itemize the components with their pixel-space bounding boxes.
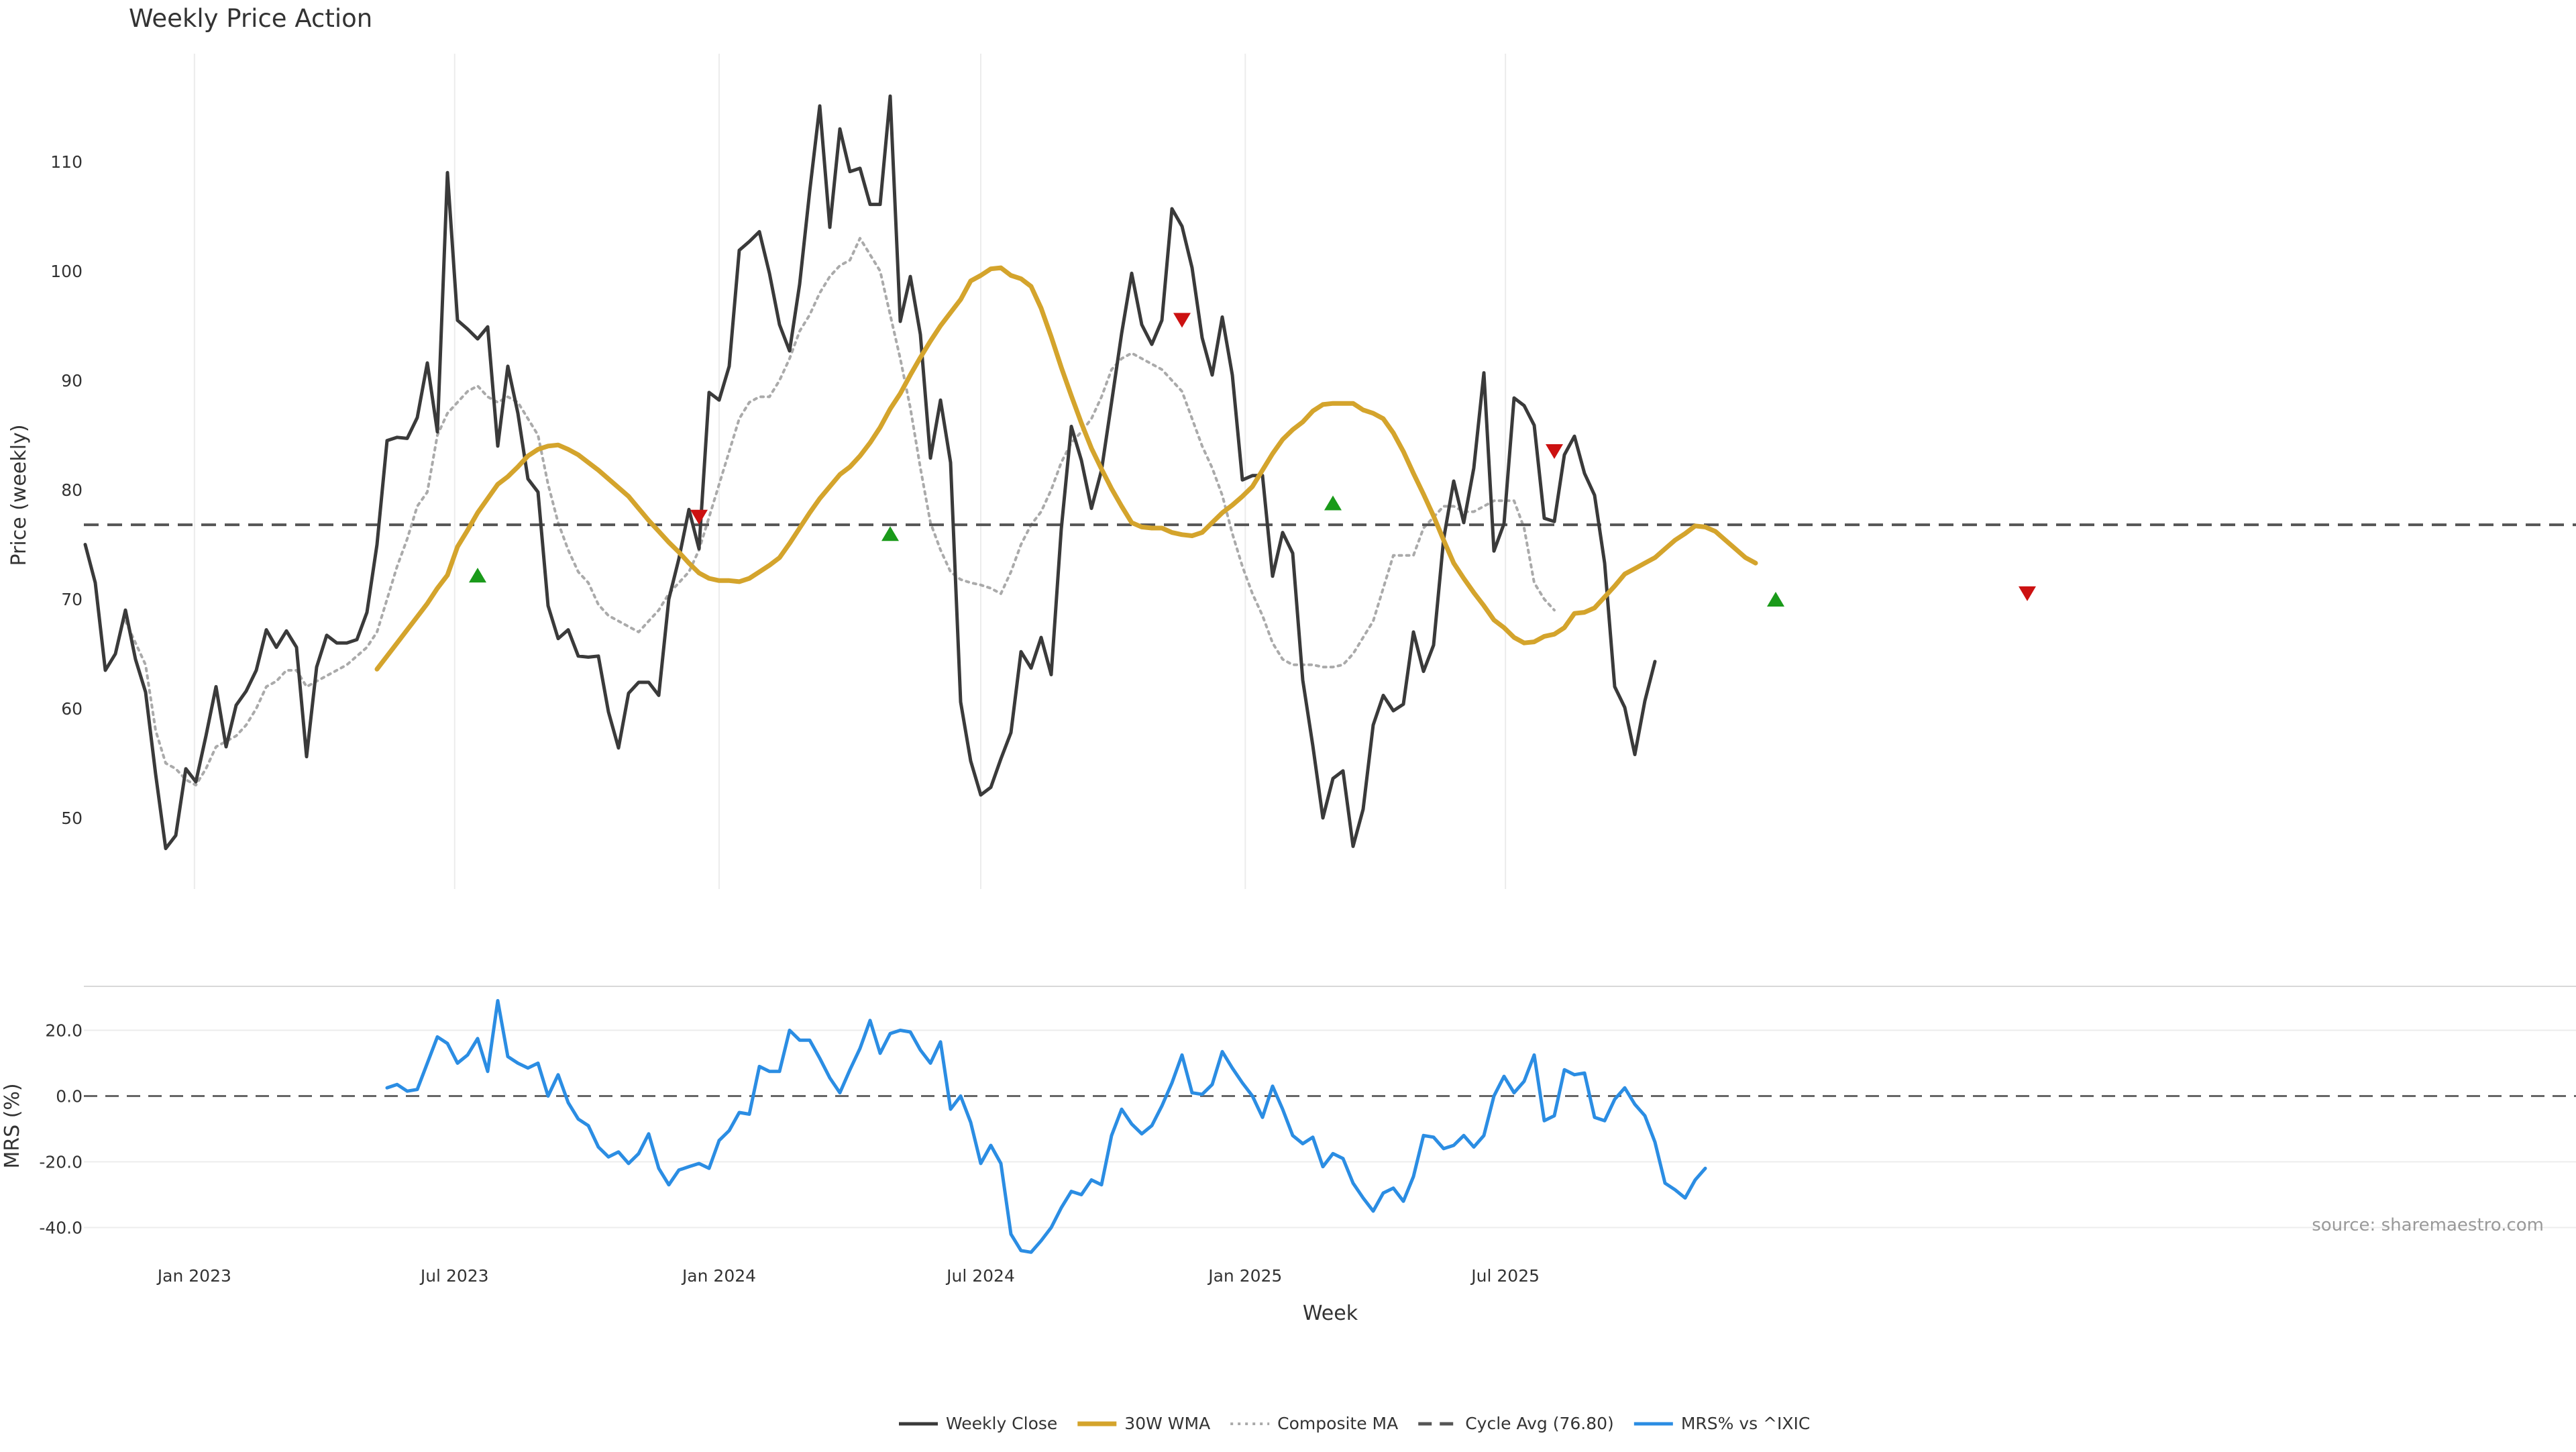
price-y-tick-label: 50 xyxy=(61,809,83,828)
series-weekly-close xyxy=(83,94,1657,851)
price-y-tick-label: 90 xyxy=(61,371,83,391)
mrs-y-axis-title: MRS (%) xyxy=(1,1083,24,1168)
legend: Weekly Close 30W WMA Composite MA Cycle Avg… xyxy=(899,1414,1810,1433)
price-y-tick-label: 80 xyxy=(61,480,83,500)
mrs-y-tick-label: -40.0 xyxy=(39,1218,83,1238)
series-30w-wma xyxy=(374,265,1758,672)
source-note: source: sharemaestro.com xyxy=(2312,1215,2544,1235)
legend-label: MRS% vs ^IXIC xyxy=(1681,1414,1811,1433)
sell-signal-marker xyxy=(1546,444,1563,459)
mrs-series xyxy=(385,998,1707,1254)
legend-label: Weekly Close xyxy=(946,1414,1057,1433)
x-tick-label: Jan 2024 xyxy=(681,1266,756,1286)
legend-label: Composite MA xyxy=(1277,1414,1398,1433)
legend-label: 30W WMA xyxy=(1124,1414,1210,1433)
x-tick-label: Jul 2024 xyxy=(945,1266,1015,1286)
x-tick-label: Jan 2025 xyxy=(1207,1266,1282,1286)
mrs-grid xyxy=(84,986,2576,1229)
buy-signal-marker xyxy=(1767,592,1784,607)
sell-signal-marker xyxy=(1173,313,1191,328)
x-axis: Jan 2023 Jul 2023 Jan 2024 Jul 2024 Jan 2025… xyxy=(156,1266,1540,1286)
series-composite-ma xyxy=(124,237,1556,787)
price-y-tick-label: 110 xyxy=(50,152,83,172)
chart-title: Weekly Price Action xyxy=(129,4,372,33)
price-series xyxy=(83,94,2576,851)
series-mrs xyxy=(385,998,1707,1254)
legend-label: Cycle Avg (76.80) xyxy=(1465,1414,1614,1433)
x-tick-label: Jan 2023 xyxy=(156,1266,231,1286)
price-y-axis: 50 60 70 80 90 100 110 xyxy=(50,152,83,828)
x-tick-label: Jul 2023 xyxy=(419,1266,489,1286)
buy-signal-marker xyxy=(881,526,899,541)
mrs-y-axis: 20.0 0.0 -20.0 -40.0 xyxy=(39,1021,83,1238)
sell-signal-marker xyxy=(690,509,708,525)
mrs-y-tick-label: -20.0 xyxy=(39,1153,83,1172)
price-y-tick-label: 70 xyxy=(61,590,83,609)
price-y-tick-label: 60 xyxy=(61,699,83,719)
x-tick-label: Jul 2025 xyxy=(1470,1266,1540,1286)
price-grid xyxy=(193,54,1507,889)
sell-signal-marker xyxy=(2019,586,2036,601)
price-y-axis-title: Price (weekly) xyxy=(7,424,31,566)
price-y-tick-label: 100 xyxy=(50,262,83,281)
mrs-y-tick-label: 20.0 xyxy=(45,1021,83,1041)
buy-signal-marker xyxy=(469,568,486,583)
trade-signals xyxy=(469,313,2036,607)
mrs-y-tick-label: 0.0 xyxy=(56,1087,83,1106)
buy-signal-marker xyxy=(1324,495,1342,511)
x-axis-title: Week xyxy=(1303,1302,1358,1325)
